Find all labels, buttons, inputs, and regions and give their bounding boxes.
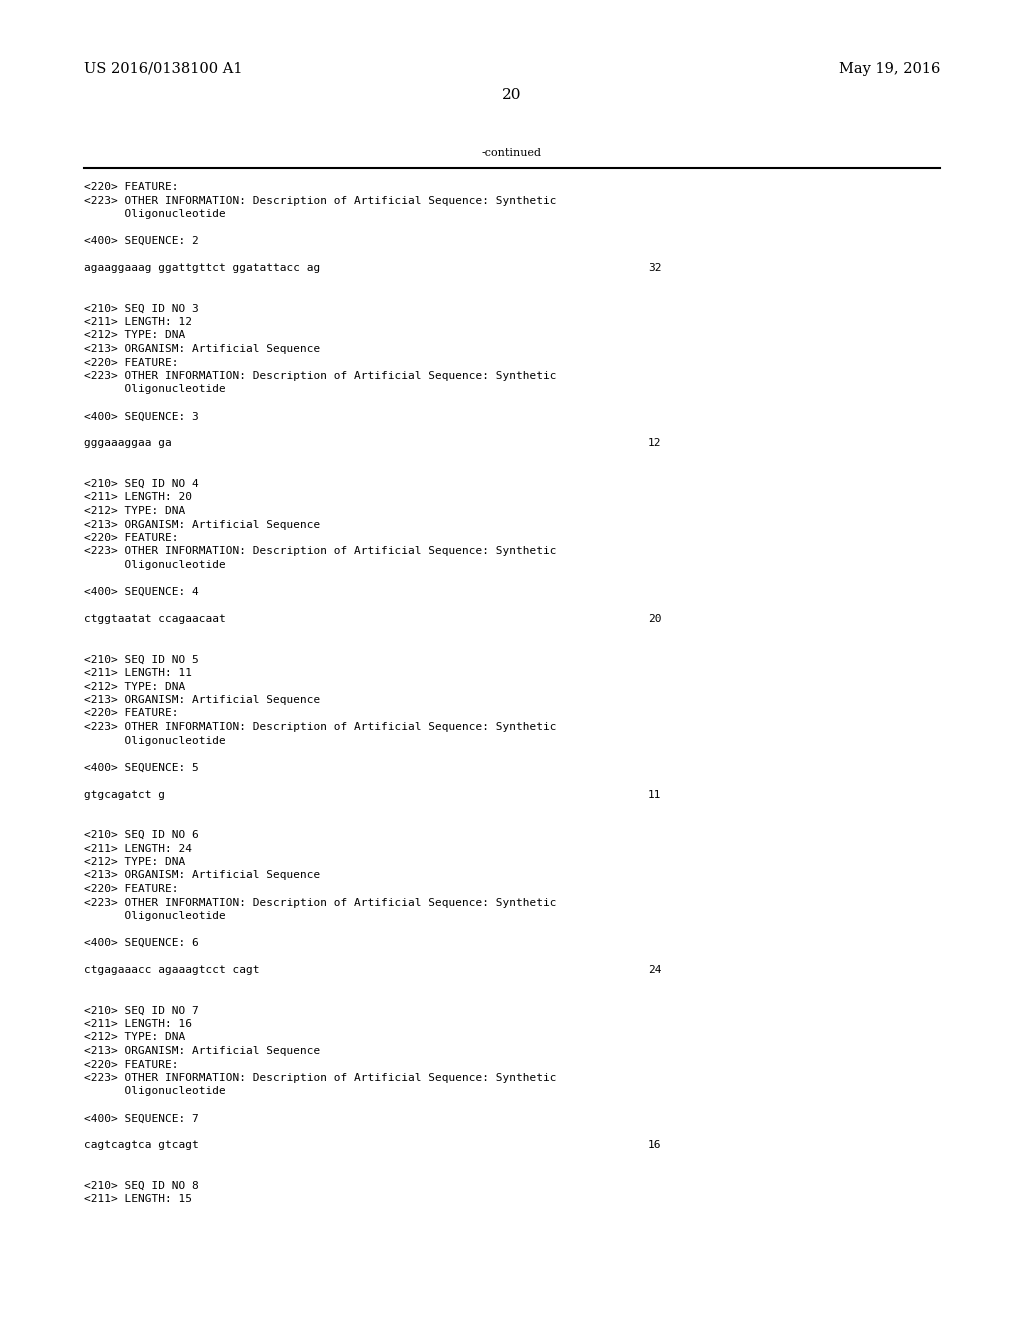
Text: 24: 24 (648, 965, 662, 975)
Text: Oligonucleotide: Oligonucleotide (84, 1086, 225, 1097)
Text: <213> ORGANISM: Artificial Sequence: <213> ORGANISM: Artificial Sequence (84, 696, 321, 705)
Text: agaaggaaag ggattgttct ggatattacc ag: agaaggaaag ggattgttct ggatattacc ag (84, 263, 321, 273)
Text: <400> SEQUENCE: 5: <400> SEQUENCE: 5 (84, 763, 199, 772)
Text: <220> FEATURE:: <220> FEATURE: (84, 884, 178, 894)
Text: Oligonucleotide: Oligonucleotide (84, 735, 225, 746)
Text: <212> TYPE: DNA: <212> TYPE: DNA (84, 1032, 185, 1043)
Text: Oligonucleotide: Oligonucleotide (84, 560, 225, 570)
Text: <220> FEATURE:: <220> FEATURE: (84, 1060, 178, 1069)
Text: <220> FEATURE:: <220> FEATURE: (84, 709, 178, 718)
Text: <211> LENGTH: 20: <211> LENGTH: 20 (84, 492, 191, 503)
Text: <211> LENGTH: 24: <211> LENGTH: 24 (84, 843, 191, 854)
Text: <220> FEATURE:: <220> FEATURE: (84, 358, 178, 367)
Text: ctgagaaacc agaaagtcct cagt: ctgagaaacc agaaagtcct cagt (84, 965, 259, 975)
Text: 16: 16 (648, 1140, 662, 1151)
Text: <213> ORGANISM: Artificial Sequence: <213> ORGANISM: Artificial Sequence (84, 1045, 321, 1056)
Text: <213> ORGANISM: Artificial Sequence: <213> ORGANISM: Artificial Sequence (84, 520, 321, 529)
Text: <211> LENGTH: 11: <211> LENGTH: 11 (84, 668, 191, 678)
Text: Oligonucleotide: Oligonucleotide (84, 911, 225, 921)
Text: <210> SEQ ID NO 3: <210> SEQ ID NO 3 (84, 304, 199, 314)
Text: <210> SEQ ID NO 6: <210> SEQ ID NO 6 (84, 830, 199, 840)
Text: <210> SEQ ID NO 4: <210> SEQ ID NO 4 (84, 479, 199, 488)
Text: 11: 11 (648, 789, 662, 800)
Text: ctggtaatat ccagaacaat: ctggtaatat ccagaacaat (84, 614, 225, 624)
Text: <210> SEQ ID NO 8: <210> SEQ ID NO 8 (84, 1181, 199, 1191)
Text: 32: 32 (648, 263, 662, 273)
Text: <212> TYPE: DNA: <212> TYPE: DNA (84, 857, 185, 867)
Text: <212> TYPE: DNA: <212> TYPE: DNA (84, 506, 185, 516)
Text: <223> OTHER INFORMATION: Description of Artificial Sequence: Synthetic: <223> OTHER INFORMATION: Description of … (84, 722, 556, 733)
Text: gggaaaggaa ga: gggaaaggaa ga (84, 438, 172, 449)
Text: -continued: -continued (482, 148, 542, 158)
Text: <220> FEATURE:: <220> FEATURE: (84, 533, 178, 543)
Text: cagtcagtca gtcagt: cagtcagtca gtcagt (84, 1140, 199, 1151)
Text: <212> TYPE: DNA: <212> TYPE: DNA (84, 330, 185, 341)
Text: <400> SEQUENCE: 2: <400> SEQUENCE: 2 (84, 236, 199, 246)
Text: <400> SEQUENCE: 6: <400> SEQUENCE: 6 (84, 939, 199, 948)
Text: <223> OTHER INFORMATION: Description of Artificial Sequence: Synthetic: <223> OTHER INFORMATION: Description of … (84, 546, 556, 557)
Text: <211> LENGTH: 12: <211> LENGTH: 12 (84, 317, 191, 327)
Text: <211> LENGTH: 15: <211> LENGTH: 15 (84, 1195, 191, 1204)
Text: <400> SEQUENCE: 4: <400> SEQUENCE: 4 (84, 587, 199, 597)
Text: gtgcagatct g: gtgcagatct g (84, 789, 165, 800)
Text: <223> OTHER INFORMATION: Description of Artificial Sequence: Synthetic: <223> OTHER INFORMATION: Description of … (84, 1073, 556, 1082)
Text: <400> SEQUENCE: 7: <400> SEQUENCE: 7 (84, 1114, 199, 1123)
Text: 20: 20 (648, 614, 662, 624)
Text: Oligonucleotide: Oligonucleotide (84, 209, 225, 219)
Text: <223> OTHER INFORMATION: Description of Artificial Sequence: Synthetic: <223> OTHER INFORMATION: Description of … (84, 195, 556, 206)
Text: <223> OTHER INFORMATION: Description of Artificial Sequence: Synthetic: <223> OTHER INFORMATION: Description of … (84, 371, 556, 381)
Text: May 19, 2016: May 19, 2016 (839, 62, 940, 77)
Text: <213> ORGANISM: Artificial Sequence: <213> ORGANISM: Artificial Sequence (84, 870, 321, 880)
Text: US 2016/0138100 A1: US 2016/0138100 A1 (84, 62, 243, 77)
Text: <212> TYPE: DNA: <212> TYPE: DNA (84, 681, 185, 692)
Text: 20: 20 (502, 88, 522, 102)
Text: <210> SEQ ID NO 7: <210> SEQ ID NO 7 (84, 1006, 199, 1015)
Text: <210> SEQ ID NO 5: <210> SEQ ID NO 5 (84, 655, 199, 664)
Text: Oligonucleotide: Oligonucleotide (84, 384, 225, 395)
Text: 12: 12 (648, 438, 662, 449)
Text: <220> FEATURE:: <220> FEATURE: (84, 182, 178, 191)
Text: <211> LENGTH: 16: <211> LENGTH: 16 (84, 1019, 191, 1030)
Text: <223> OTHER INFORMATION: Description of Artificial Sequence: Synthetic: <223> OTHER INFORMATION: Description of … (84, 898, 556, 908)
Text: <400> SEQUENCE: 3: <400> SEQUENCE: 3 (84, 412, 199, 421)
Text: <213> ORGANISM: Artificial Sequence: <213> ORGANISM: Artificial Sequence (84, 345, 321, 354)
